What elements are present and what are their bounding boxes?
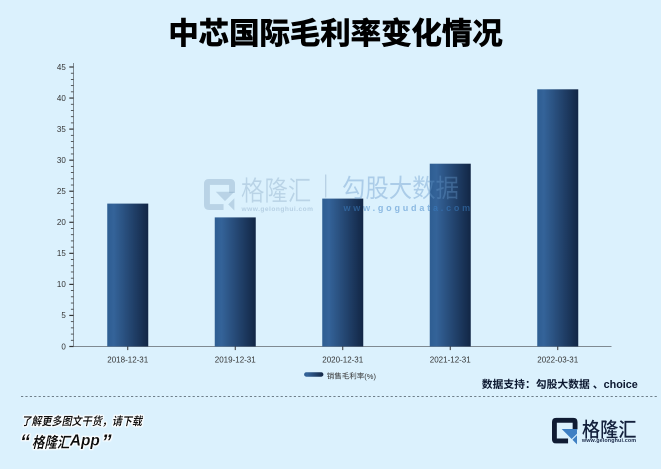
svg-text:(%): (%) [364, 372, 376, 381]
svg-text:20: 20 [57, 218, 66, 227]
svg-text:35: 35 [57, 125, 66, 134]
svg-text:“: “ [20, 431, 30, 453]
svg-text:2020-12-31: 2020-12-31 [322, 355, 363, 364]
svg-text:”: ” [102, 431, 112, 453]
svg-text:App: App [69, 433, 100, 450]
svg-text:2022-03-31: 2022-03-31 [537, 355, 578, 364]
svg-text:2019-12-31: 2019-12-31 [215, 355, 256, 364]
svg-text:40: 40 [57, 94, 66, 103]
svg-text:0: 0 [61, 342, 66, 351]
svg-text:30: 30 [57, 156, 66, 165]
svg-text:25: 25 [57, 187, 66, 196]
svg-text:www.gogudata.com: www.gogudata.com [343, 203, 473, 213]
svg-text:15: 15 [57, 249, 66, 258]
svg-text:www.gelonghui.com: www.gelonghui.com [241, 206, 314, 213]
svg-text:45: 45 [57, 63, 66, 72]
svg-text:5: 5 [61, 311, 66, 320]
svg-text:2018-12-31: 2018-12-31 [107, 355, 148, 364]
svg-text:choice: choice [604, 379, 638, 391]
svg-text:2021-12-31: 2021-12-31 [430, 355, 471, 364]
svg-text:10: 10 [57, 280, 66, 289]
svg-text:www.gelonghui.com: www.gelonghui.com [581, 438, 636, 444]
